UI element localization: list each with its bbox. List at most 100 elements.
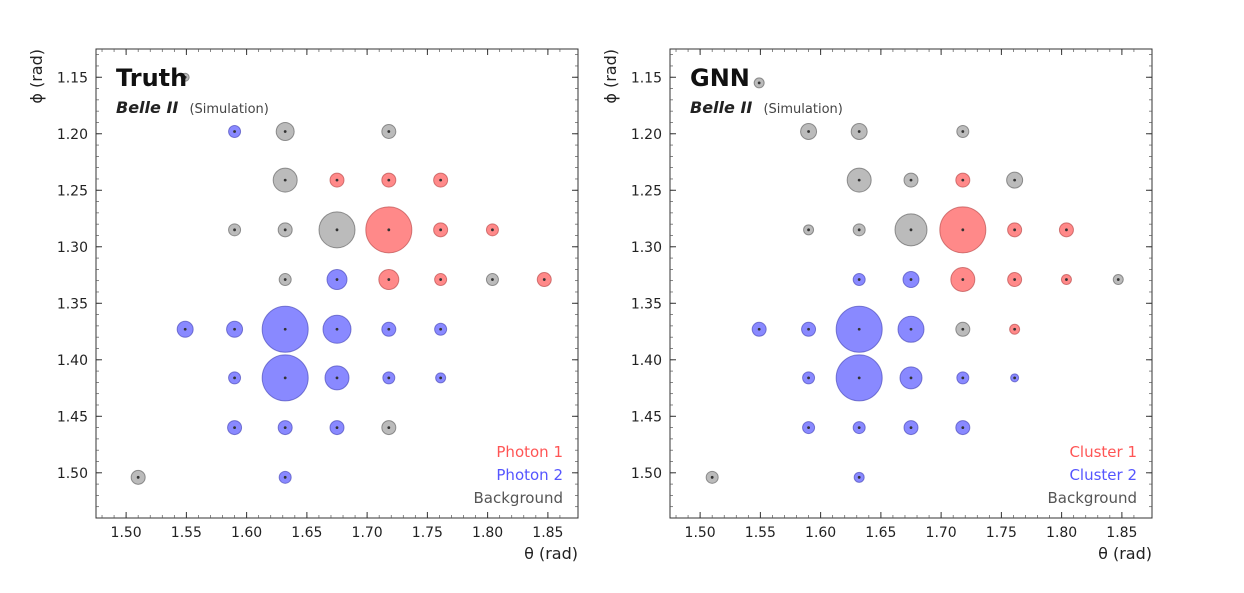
axis-ticks: 1.50 1.55 1.60 1.65 1.70 1.75 1.80 1.85 1.15 1.20… [631, 49, 1152, 541]
x-tick-label: 1.75 [986, 525, 1017, 541]
plot-frame [669, 48, 1153, 519]
x-tick-label: 1.60 [805, 525, 836, 541]
point-center-marker [136, 475, 140, 479]
legend-item-cluster-2: Cluster 2 [1069, 466, 1137, 484]
point-center-marker [909, 376, 913, 380]
point-center-marker [807, 426, 810, 429]
y-tick-label: 1.35 [631, 296, 662, 312]
point-center-marker [909, 327, 913, 331]
point-center-marker [491, 278, 494, 281]
y-tick-label: 1.50 [631, 466, 662, 482]
y-axis-label: ϕ (rad) [601, 49, 620, 104]
point-center-marker [233, 228, 236, 232]
point-center-marker [283, 327, 287, 331]
point-center-marker [283, 130, 287, 133]
point-center-marker [857, 278, 861, 281]
panel-title: GNN [690, 64, 750, 92]
x-axis-label: θ (rad) [524, 544, 578, 563]
point-center-marker [757, 81, 761, 85]
x-tick-label: 1.70 [352, 525, 383, 541]
point-center-marker [1116, 278, 1120, 281]
y-tick-label: 1.15 [57, 70, 88, 86]
y-tick-label: 1.45 [57, 409, 88, 425]
x-axis-label: θ (rad) [1098, 544, 1152, 563]
point-center-marker [439, 278, 443, 281]
legend-item-photon-2: Photon 2 [496, 466, 563, 484]
y-tick-label: 1.30 [631, 240, 662, 256]
point-center-marker [387, 228, 391, 232]
point-center-marker [387, 278, 391, 281]
point-center-marker [961, 130, 965, 133]
point-center-marker [542, 278, 546, 281]
point-center-marker [909, 178, 913, 182]
point-center-marker [283, 228, 287, 232]
y-tick-label: 1.25 [57, 183, 88, 199]
point-center-marker [439, 228, 443, 232]
point-center-marker [1013, 178, 1017, 182]
panel-title: Truth [116, 64, 187, 92]
y-tick-label: 1.30 [57, 240, 88, 256]
point-center-marker [961, 228, 965, 232]
y-tick-label: 1.40 [631, 353, 662, 369]
axis-ticks: 1.50 1.55 1.60 1.65 1.70 1.75 1.80 1.85 1.15 1.20… [57, 49, 578, 541]
point-center-marker [283, 178, 287, 182]
y-tick-label: 1.25 [631, 183, 662, 199]
point-center-marker [961, 376, 965, 380]
point-center-marker [857, 327, 861, 331]
point-center-marker [807, 327, 810, 331]
x-tick-label: 1.55 [745, 525, 776, 541]
point-center-marker [233, 426, 236, 429]
point-center-marker [857, 178, 861, 182]
y-tick-label: 1.45 [631, 409, 662, 425]
point-center-marker [1013, 327, 1017, 331]
point-center-marker [961, 426, 965, 429]
point-center-marker [857, 426, 861, 429]
point-center-marker [909, 228, 913, 232]
point-center-marker [961, 327, 965, 331]
y-tick-label: 1.50 [57, 466, 88, 482]
point-center-marker [1013, 376, 1017, 380]
point-center-marker [283, 426, 287, 429]
panel-truth: 1.50 1.55 1.60 1.65 1.70 1.75 1.80 1.85 1.15 1.20… [27, 48, 579, 563]
point-center-marker [807, 228, 810, 232]
x-tick-label: 1.65 [865, 525, 896, 541]
point-center-marker [335, 426, 339, 429]
point-center-marker [439, 376, 443, 380]
point-center-marker [283, 475, 287, 479]
x-tick-label: 1.85 [1106, 525, 1137, 541]
point-center-marker [283, 376, 287, 380]
point-center-marker [283, 278, 287, 281]
point-center-marker [1065, 228, 1068, 232]
point-center-marker [387, 178, 391, 182]
point-center-marker [807, 376, 810, 380]
legend-item-background: Background [474, 489, 564, 507]
point-center-marker [335, 278, 339, 281]
point-center-marker [491, 228, 494, 232]
point-center-marker [233, 130, 236, 133]
point-center-marker [183, 75, 187, 79]
point-center-marker [757, 327, 761, 331]
point-center-marker [909, 426, 913, 429]
panel-gnn: 1.50 1.55 1.60 1.65 1.70 1.75 1.80 1.85 1.15 1.20… [601, 48, 1153, 563]
point-center-marker [909, 278, 913, 281]
point-center-marker [335, 178, 339, 182]
point-center-marker [183, 327, 187, 331]
y-tick-label: 1.15 [631, 70, 662, 86]
point-center-marker [857, 376, 861, 380]
x-tick-label: 1.60 [231, 525, 262, 541]
x-tick-label: 1.75 [412, 525, 443, 541]
x-tick-label: 1.50 [111, 525, 142, 541]
x-tick-label: 1.80 [472, 525, 503, 541]
point-center-marker [335, 228, 339, 232]
y-tick-label: 1.40 [57, 353, 88, 369]
point-center-marker [387, 327, 391, 331]
x-tick-label: 1.55 [171, 525, 202, 541]
data-points [130, 72, 552, 485]
point-center-marker [1013, 228, 1017, 232]
point-center-marker [439, 178, 443, 182]
point-center-marker [1065, 278, 1068, 281]
y-axis-label: ϕ (rad) [27, 49, 46, 104]
x-tick-label: 1.70 [926, 525, 957, 541]
point-center-marker [233, 327, 236, 331]
